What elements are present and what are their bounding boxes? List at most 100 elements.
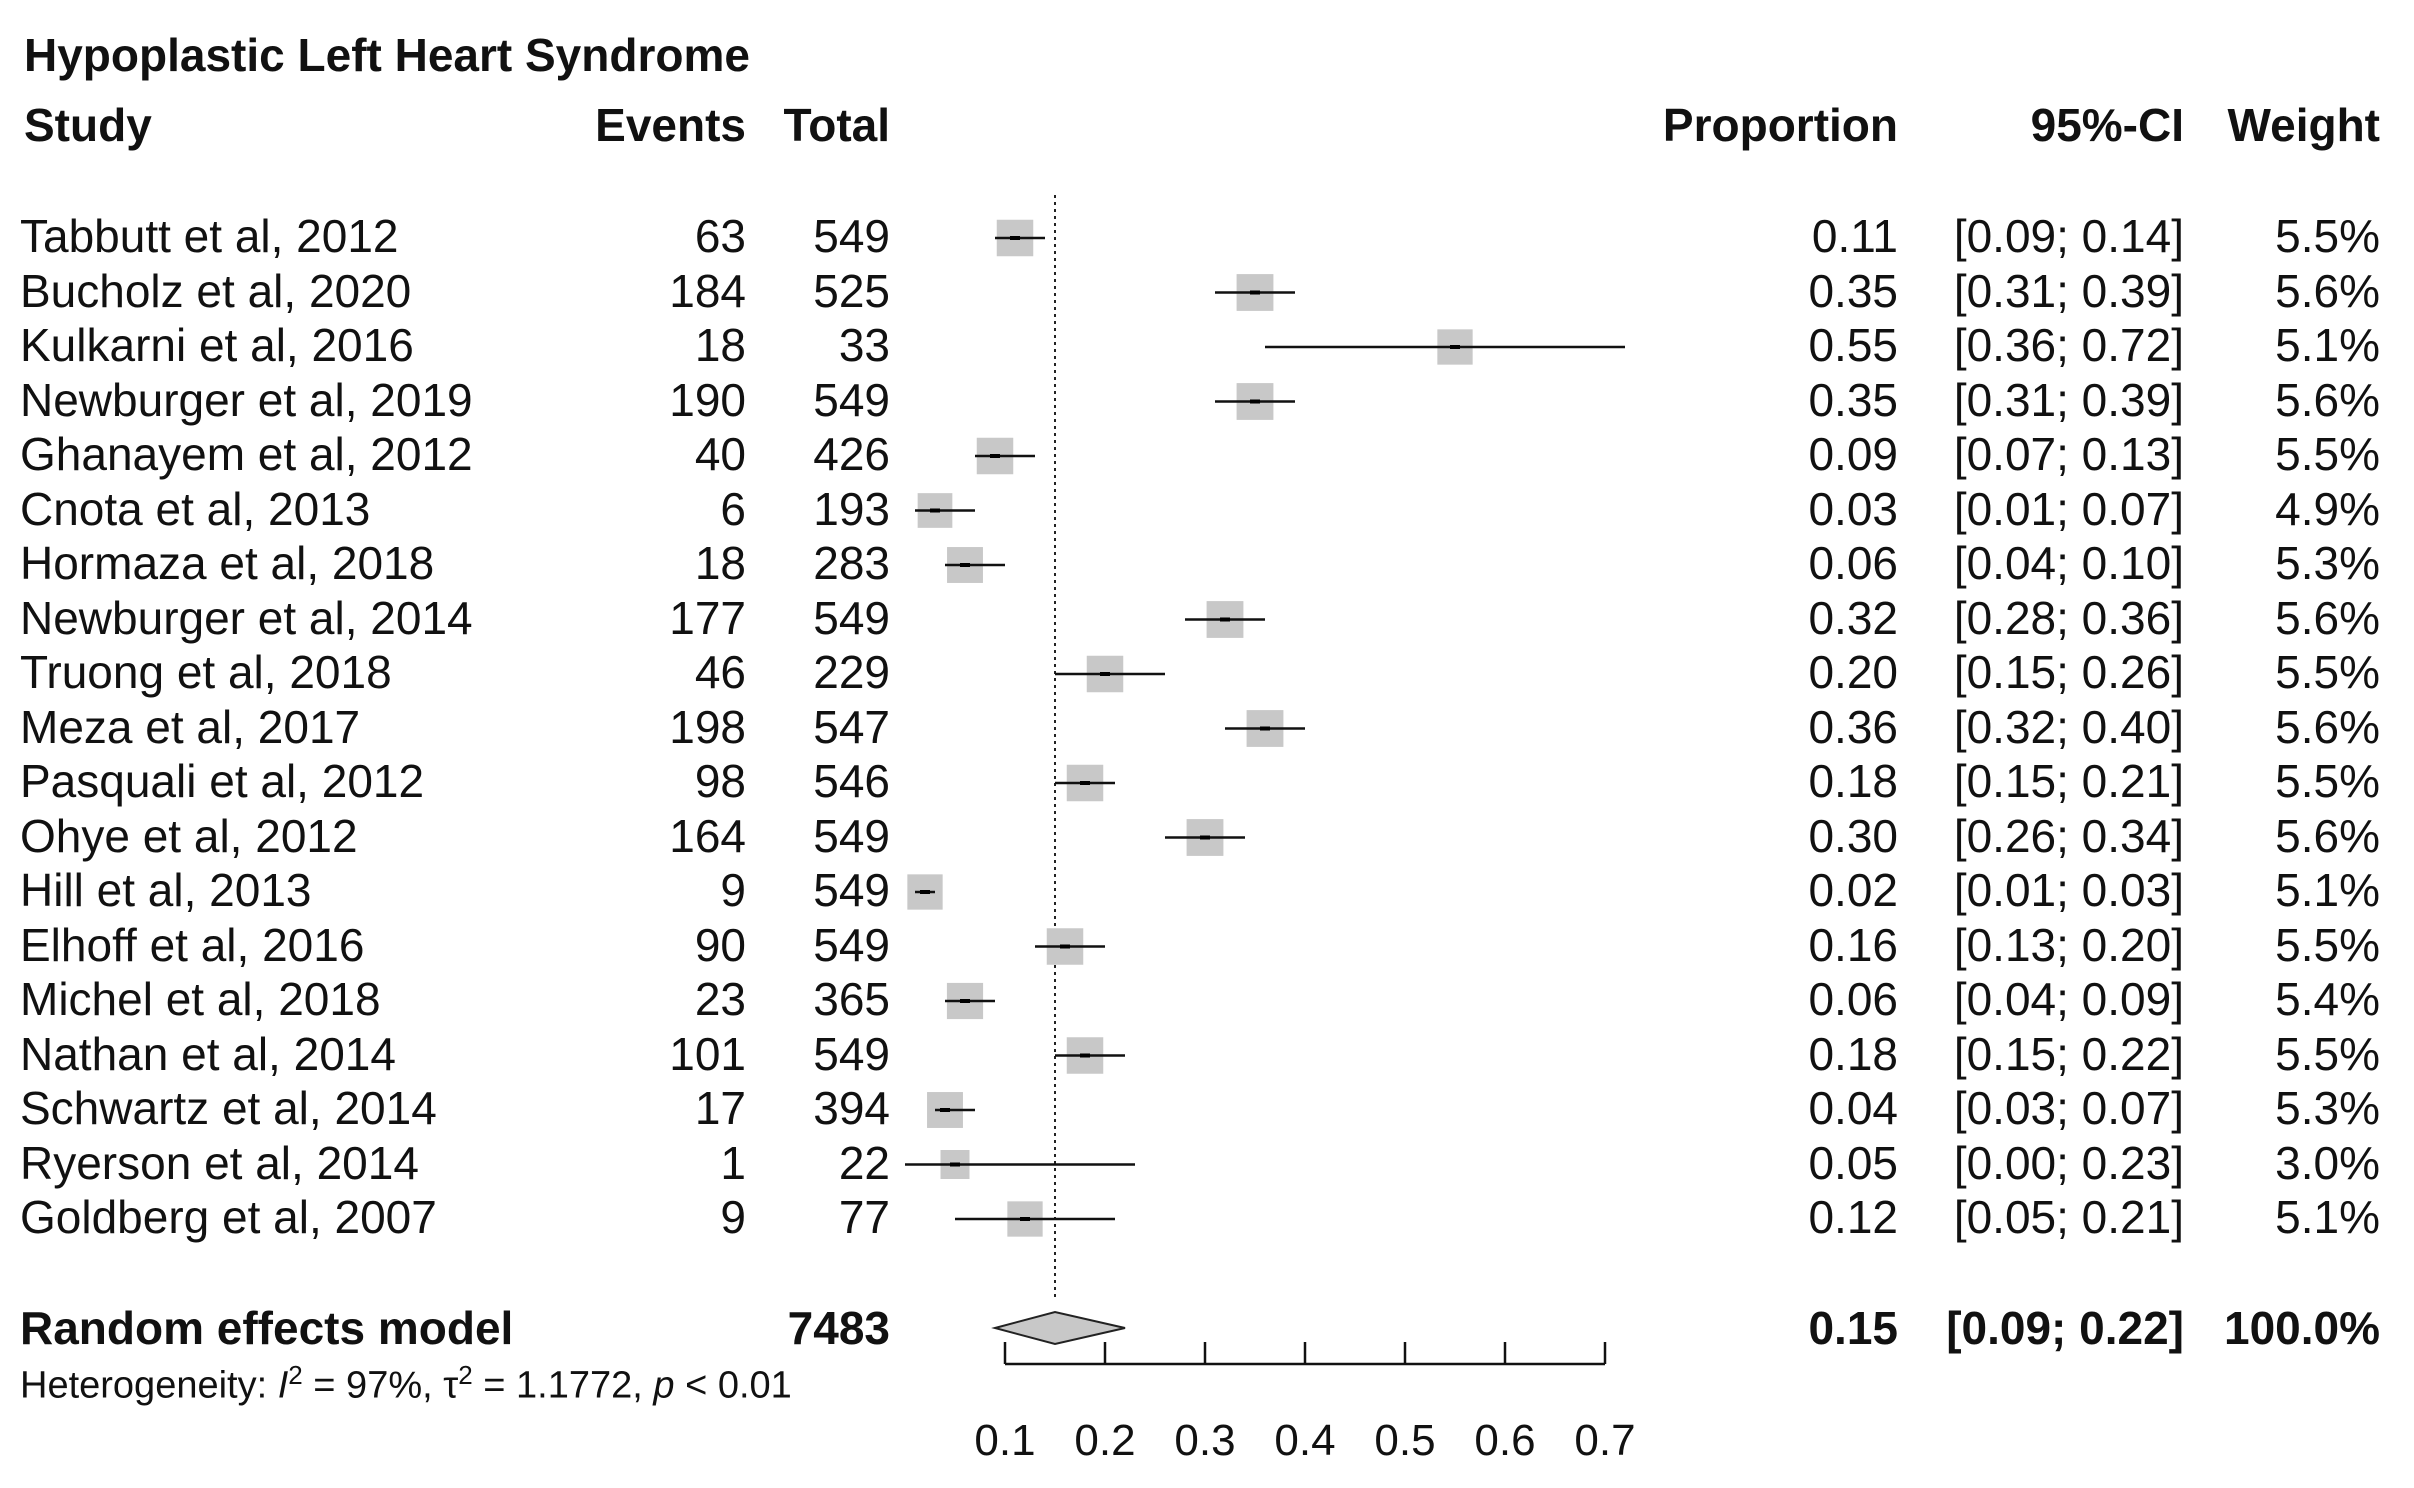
study-total: 549 [813,1028,890,1080]
study-events: 6 [720,483,746,535]
study-weight: 5.5% [2275,646,2380,698]
x-tick-label: 0.5 [1374,1416,1435,1465]
study-weight: 5.1% [2275,1191,2380,1243]
study-events: 23 [694,973,746,1025]
study-proportion: 0.16 [1808,919,1898,971]
study-weight: 5.6% [2275,374,2380,426]
pooled-weight: 100.0% [2223,1302,2380,1354]
study-weight: 5.3% [2275,537,2380,589]
study-weight: 5.5% [2275,428,2380,480]
study-name: Meza et al, 2017 [20,701,361,753]
study-ci: [0.15; 0.21] [1953,755,2184,807]
study-total: 549 [813,864,890,916]
study-ci: [0.26; 0.34] [1953,810,2184,862]
study-events: 101 [669,1028,746,1080]
study-name: Newburger et al, 2014 [20,592,473,644]
pooled-total: 7483 [787,1302,890,1354]
study-ci: [0.28; 0.36] [1953,592,2184,644]
study-events: 198 [669,701,746,753]
study-proportion: 0.03 [1808,483,1898,535]
study-ci: [0.15; 0.26] [1953,646,2184,698]
study-weight: 5.5% [2275,210,2380,262]
study-proportion: 0.06 [1808,537,1898,589]
study-name: Michel et al, 2018 [20,973,381,1025]
study-ci: [0.04; 0.09] [1953,973,2184,1025]
study-events: 98 [694,755,746,807]
study-proportion: 0.18 [1808,755,1898,807]
study-weight: 5.5% [2275,1028,2380,1080]
study-proportion: 0.18 [1808,1028,1898,1080]
study-total: 549 [813,592,890,644]
study-proportion: 0.02 [1808,864,1898,916]
study-name: Hill et al, 2013 [20,864,312,916]
study-events: 190 [669,374,746,426]
header-study: Study [24,99,152,151]
study-ci: [0.01; 0.07] [1953,483,2184,535]
study-total: 426 [813,428,890,480]
study-total: 22 [838,1137,890,1189]
x-tick-label: 0.1 [974,1416,1035,1465]
study-name: Nathan et al, 2014 [20,1028,396,1080]
study-name: Tabbutt et al, 2012 [20,210,399,262]
pooled-label: Random effects model [20,1302,514,1354]
header-weight: Weight [2227,99,2380,151]
study-ci: [0.00; 0.23] [1953,1137,2184,1189]
study-total: 549 [813,919,890,971]
study-events: 1 [720,1137,746,1189]
study-proportion: 0.12 [1808,1191,1898,1243]
study-total: 229 [813,646,890,698]
study-proportion: 0.30 [1808,810,1898,862]
study-name: Ohye et al, 2012 [20,810,358,862]
study-name: Pasquali et al, 2012 [20,755,425,807]
study-total: 546 [813,755,890,807]
x-tick-label: 0.7 [1574,1416,1635,1465]
pooled-proportion: 0.15 [1808,1302,1898,1354]
study-total: 365 [813,973,890,1025]
study-proportion: 0.36 [1808,701,1898,753]
study-total: 549 [813,210,890,262]
study-ci: [0.31; 0.39] [1953,265,2184,317]
study-proportion: 0.05 [1808,1137,1898,1189]
study-ci: [0.15; 0.22] [1953,1028,2184,1080]
study-name: Truong et al, 2018 [20,646,392,698]
study-proportion: 0.11 [1811,210,1898,262]
study-weight: 5.6% [2275,592,2380,644]
pooled-ci: [0.09; 0.22] [1946,1302,2184,1354]
study-name: Kulkarni et al, 2016 [20,319,414,371]
study-events: 40 [694,428,746,480]
study-events: 184 [669,265,746,317]
study-ci: [0.31; 0.39] [1953,374,2184,426]
study-name: Newburger et al, 2019 [20,374,473,426]
study-weight: 5.5% [2275,919,2380,971]
study-ci: [0.36; 0.72] [1953,319,2184,371]
study-ci: [0.03; 0.07] [1953,1082,2184,1134]
study-proportion: 0.35 [1808,265,1898,317]
study-weight: 5.3% [2275,1082,2380,1134]
study-events: 9 [720,1191,746,1243]
study-events: 63 [694,210,746,262]
study-weight: 4.9% [2275,483,2380,535]
study-events: 46 [694,646,746,698]
x-tick-label: 0.6 [1474,1416,1535,1465]
study-total: 394 [813,1082,890,1134]
study-name: Ryerson et al, 2014 [20,1137,419,1189]
study-name: Bucholz et al, 2020 [20,265,412,317]
study-ci: [0.32; 0.40] [1953,701,2184,753]
study-name: Cnota et al, 2013 [20,483,371,535]
study-proportion: 0.55 [1808,319,1898,371]
study-ci: [0.04; 0.10] [1953,537,2184,589]
heterogeneity-text: Heterogeneity: I2 = 97%, τ2 = 1.1772, p … [20,1360,792,1407]
x-tick-label: 0.2 [1074,1416,1135,1465]
study-total: 547 [813,701,890,753]
study-weight: 5.6% [2275,265,2380,317]
study-events: 164 [669,810,746,862]
study-weight: 5.1% [2275,864,2380,916]
study-weight: 5.6% [2275,810,2380,862]
header-events: Events [595,99,746,151]
study-events: 18 [694,319,746,371]
study-proportion: 0.06 [1808,973,1898,1025]
pooled-diamond [991,1310,1126,1346]
study-events: 18 [694,537,746,589]
study-name: Goldberg et al, 2007 [20,1191,437,1243]
